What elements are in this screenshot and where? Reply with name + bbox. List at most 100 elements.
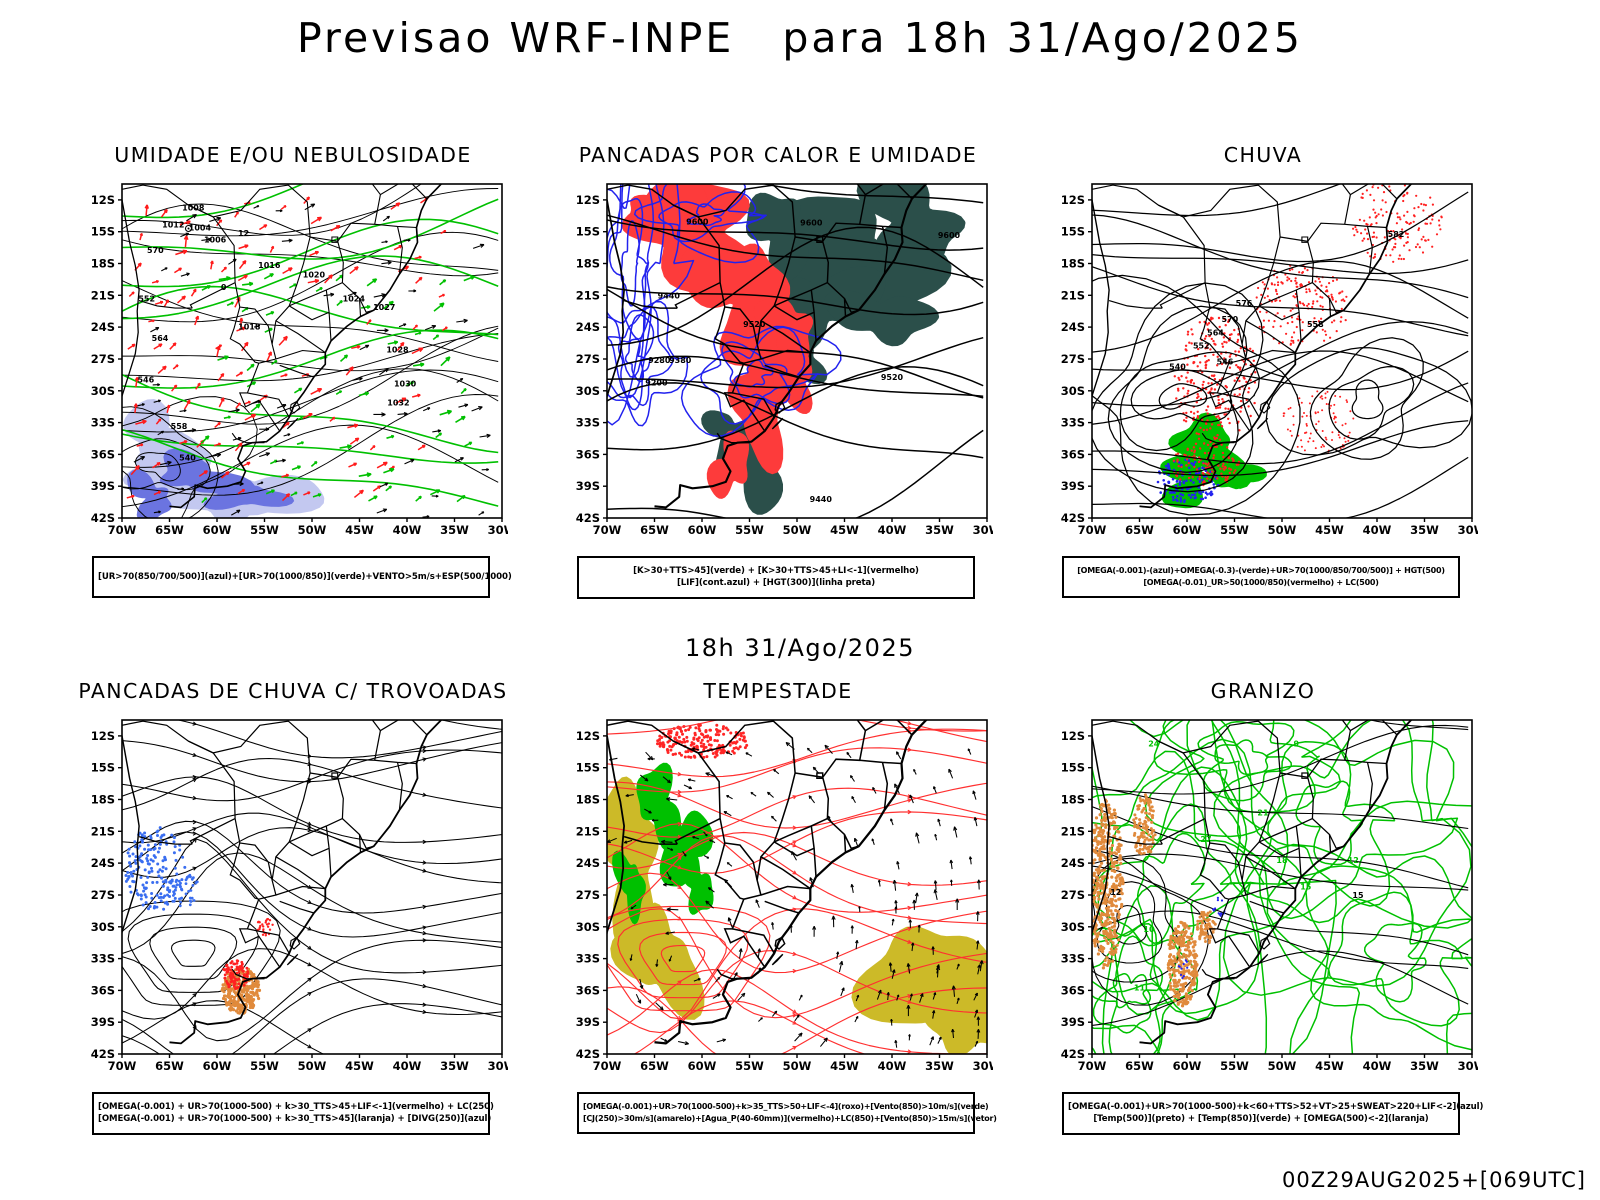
map-canvas-pancadas-trovoadas: 70W 65W 60W 55W 50W 45W 40W 35W 30W 12S 15S 18S 21S 2… [78,710,508,1082]
svg-text:35W: 35W [925,523,954,537]
legend-line: [Temp(500)](preto) + [Temp(850)](verde) … [1093,1114,1429,1125]
svg-text:21S: 21S [576,824,600,838]
svg-text:30W: 30W [973,1059,993,1073]
svg-text:27S: 27S [91,888,115,902]
svg-text:55W: 55W [735,1059,764,1073]
svg-text:18S: 18S [91,257,115,271]
svg-text:21: 21 [1257,808,1269,817]
svg-text:35W: 35W [1410,523,1439,537]
svg-text:55W: 55W [250,1059,279,1073]
legend-line: [OMEGA(-0.01)_UR>50(1000/850)(vermelho) … [1143,578,1379,587]
svg-text:30S: 30S [1061,384,1085,398]
map-chuva[interactable]: 582 576 570 564 558 552 546 540 70W 65W 60W 55W 50W… [1048,174,1478,546]
map-pancadas-calor[interactable]: 9600 9520 9440 9380 9280 9200 9600 9600 9520 9440… [563,174,993,546]
legend-umidade: [UR>70(850/700/500)](azul)+[UR>70(1000/8… [92,556,512,598]
svg-text:12S: 12S [91,729,115,743]
svg-text:30S: 30S [576,384,600,398]
svg-text:35W: 35W [440,523,469,537]
svg-text:18: 18 [1276,856,1288,865]
svg-text:9440: 9440 [658,292,681,301]
svg-text:50W: 50W [783,523,812,537]
svg-text:70W: 70W [593,1059,622,1073]
svg-text:40W: 40W [1363,523,1392,537]
svg-text:9600: 9600 [686,217,709,226]
svg-text:1020: 1020 [303,270,326,279]
legend-line: [OMEGA(-0.001)+UR>70(1000-500)+k<60+TTS>… [1068,1102,1484,1112]
svg-text:1032: 1032 [387,399,409,408]
map-granizo[interactable]: 24 21 18 15 12 9 27 10 11 12 15 70W 65W 60W 55W 50W 45W… [1048,710,1478,1082]
svg-text:1027: 1027 [373,303,395,312]
svg-text:540: 540 [179,454,196,463]
svg-text:12S: 12S [91,193,115,207]
svg-text:60W: 60W [1173,1059,1202,1073]
svg-text:18S: 18S [1061,257,1085,271]
svg-text:564: 564 [1207,329,1224,338]
map-tempestade[interactable]: 70W 65W 60W 55W 50W 45W 40W 35W 30W 12S 15S 18S 21S 2… [563,710,993,1082]
svg-text:42S: 42S [576,511,600,525]
svg-text:1004: 1004 [189,224,212,233]
map-umidade[interactable]: 1012 1004 1008 1006 1016 1020 1024 1027 1028 1030… [78,174,508,546]
svg-text:27S: 27S [91,352,115,366]
svg-text:36S: 36S [91,447,115,461]
svg-text:36S: 36S [576,447,600,461]
svg-text:60W: 60W [688,1059,717,1073]
map-canvas-tempestade: 70W 65W 60W 55W 50W 45W 40W 35W 30W 12S 15S 18S 21S 2… [563,710,993,1082]
panel-umidade[interactable]: UMIDADE E/OU NEBULOSIDADE 1012 1004 1008 10… [78,143,512,598]
model-run-stamp: 00Z29AUG2025+[069UTC] [1282,1168,1586,1192]
panel-chuva[interactable]: CHUVA 582 576 570 564 558 552 546 540 70W 65W 60W… [1048,143,1478,598]
svg-text:558: 558 [171,422,188,431]
svg-text:21S: 21S [91,824,115,838]
svg-text:65W: 65W [155,1059,184,1073]
svg-text:30S: 30S [91,920,115,934]
svg-text:33S: 33S [576,952,600,966]
svg-text:24S: 24S [91,856,115,870]
svg-text:40W: 40W [878,523,907,537]
legend-line: [OMEGA(-0.001) + UR>70(1000-500) + k>30_… [98,1102,494,1112]
panel-tempestade[interactable]: TEMPESTADE 70W 65W 60W 55W 50W 45W 40W 35W 30W 12… [563,679,997,1134]
svg-text:30W: 30W [488,523,508,537]
svg-text:9520: 9520 [881,373,904,382]
svg-text:24S: 24S [576,320,600,334]
svg-text:70W: 70W [593,523,622,537]
svg-text:30W: 30W [1458,523,1478,537]
svg-text:21S: 21S [1061,824,1085,838]
svg-text:40W: 40W [393,1059,422,1073]
svg-text:15S: 15S [91,761,115,775]
svg-text:12: 12 [1348,856,1359,865]
legend-line: [OMEGA(-0.001) + UR>70(1000-500) + k>30_… [98,1114,492,1125]
map-canvas-chuva: 582 576 570 564 558 552 546 540 70W 65W 60W 55W 50W… [1048,174,1478,546]
svg-text:1012: 1012 [162,221,184,230]
svg-text:10: 10 [1143,925,1155,934]
svg-text:12: 12 [238,229,249,238]
svg-text:1008: 1008 [182,204,205,213]
svg-text:60W: 60W [1173,523,1202,537]
svg-text:9280: 9280 [648,356,671,365]
panel-title: GRANIZO [1210,679,1316,703]
svg-text:40W: 40W [878,1059,907,1073]
svg-text:582: 582 [1388,230,1405,239]
svg-text:60W: 60W [203,523,232,537]
svg-text:27S: 27S [576,888,600,902]
svg-text:70W: 70W [1078,523,1107,537]
svg-text:18S: 18S [1061,793,1085,807]
svg-text:50W: 50W [1268,1059,1297,1073]
panel-pancadas-trovoadas[interactable]: PANCADAS DE CHUVA C/ TROVOADAS 70W 65W 60W… [78,679,508,1135]
svg-text:24S: 24S [576,856,600,870]
map-pancadas-trovoadas[interactable]: 70W 65W 60W 55W 50W 45W 40W 35W 30W 12S 15S 18S 21S 2… [78,710,508,1082]
panel-title: TEMPESTADE [703,679,853,703]
panel-granizo[interactable]: GRANIZO 24 21 18 15 12 9 27 10 11 12 15 70W 65W 60W 5… [1048,679,1484,1135]
svg-text:33S: 33S [576,416,600,430]
svg-text:576: 576 [1236,299,1253,308]
svg-text:45W: 45W [345,523,374,537]
svg-text:65W: 65W [640,1059,669,1073]
svg-text:9: 9 [1294,740,1300,749]
svg-text:45W: 45W [1315,1059,1344,1073]
svg-text:15S: 15S [576,225,600,239]
svg-text:39S: 39S [576,1015,600,1029]
panel-title: CHUVA [1223,143,1303,167]
panel-pancadas-calor[interactable]: PANCADAS POR CALOR E UMIDADE 9600 9520 944… [563,143,993,599]
svg-text:30S: 30S [1061,920,1085,934]
svg-text:21S: 21S [91,288,115,302]
svg-text:15S: 15S [1061,225,1085,239]
svg-text:1024: 1024 [343,295,366,304]
